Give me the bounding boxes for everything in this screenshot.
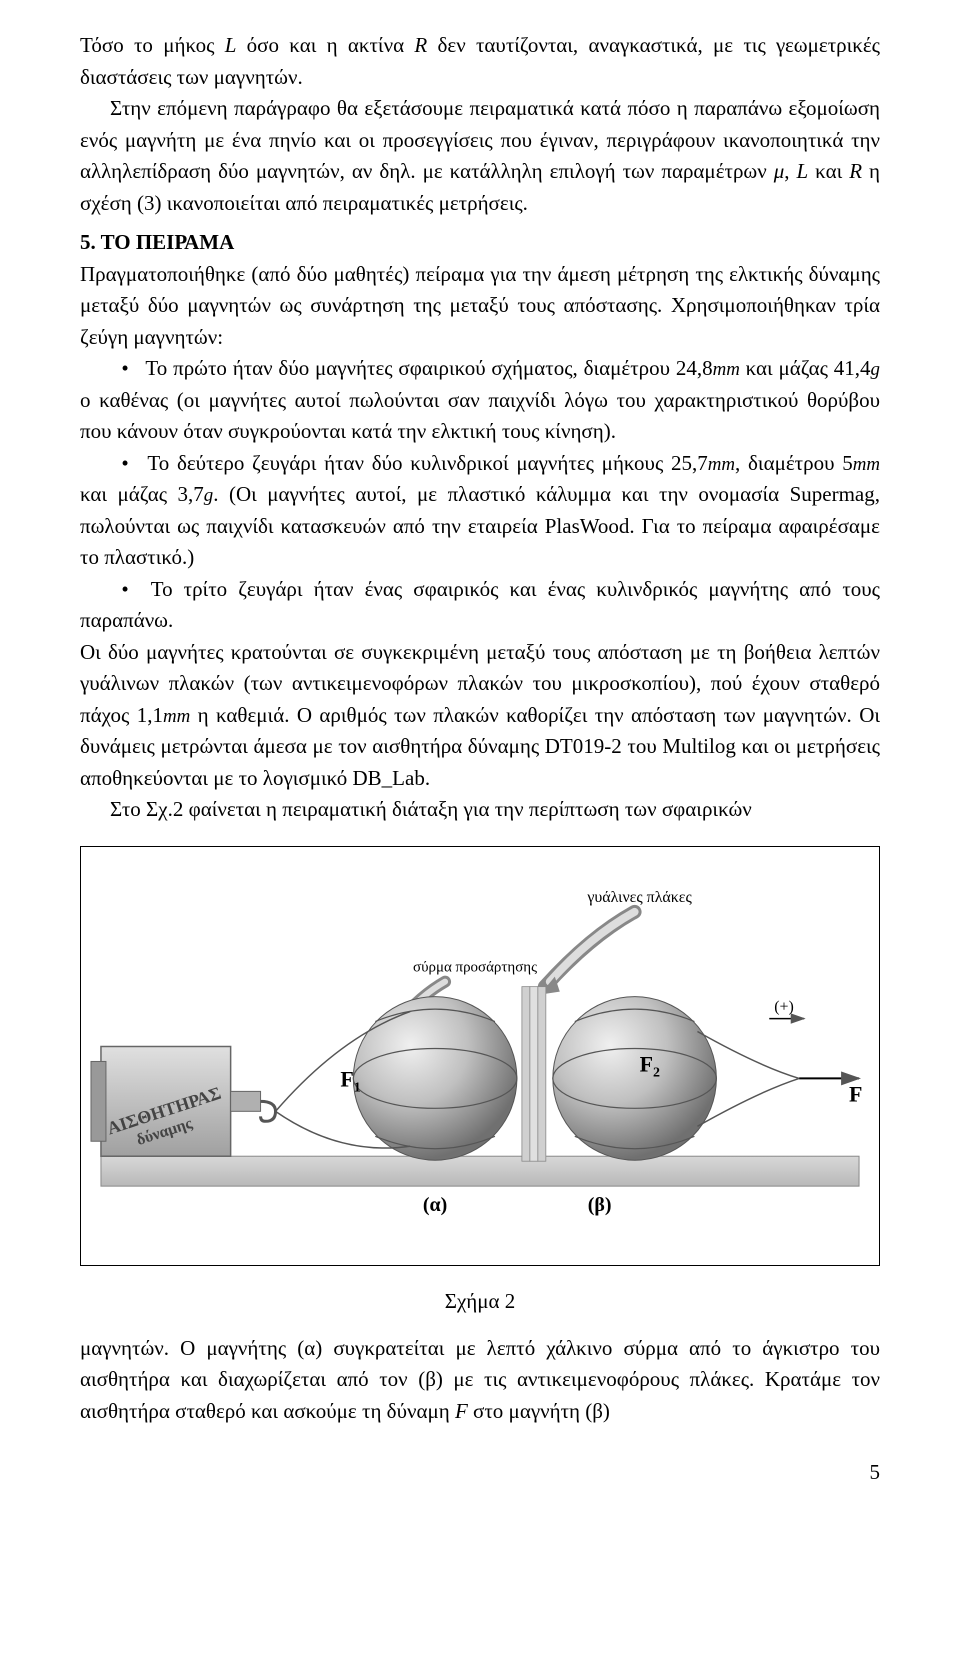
text: και μάζας — [740, 356, 834, 380]
text: , διαμέτρου — [735, 451, 842, 475]
unit: mm — [853, 454, 880, 475]
paragraph-2: Στην επόμενη παράγραφο θα εξετάσουμε πει… — [80, 93, 880, 219]
var-F: F — [455, 1399, 468, 1423]
unit: mm — [163, 706, 190, 727]
var-L: L — [225, 33, 237, 57]
plus-label: (+) — [774, 998, 794, 1015]
value: 3,7 — [178, 482, 204, 506]
var-R: R — [414, 33, 427, 57]
unit: g — [204, 485, 213, 506]
text: όσο και η ακτίνα — [236, 33, 414, 57]
value: 41,4 — [834, 356, 871, 380]
list-item: Το πρώτο ήταν δύο μαγνήτες σφαιρικού σχή… — [80, 353, 880, 448]
text: Το τρίτο ζευγάρι ήταν ένας σφαιρικός και… — [80, 577, 880, 633]
glass-label: γυάλινες πλάκες — [586, 888, 692, 905]
bullet-list: Το πρώτο ήταν δύο μαγνήτες σφαιρικού σχή… — [80, 353, 880, 637]
value: 1,1 — [137, 703, 163, 727]
text: στο μαγνήτη (β) — [468, 1399, 610, 1423]
paragraph-4: Οι δύο μαγνήτες κρατούνται σε συγκεκριμέ… — [80, 637, 880, 795]
paragraph-5: Στο Σχ.2 φαίνεται η πειραματική διάταξη … — [80, 794, 880, 826]
figure-diagram: ΑΙΣΘΗΤΗΡΑΣ δύναμης γυάλινες πλάκες σύρμα… — [81, 847, 879, 1266]
list-item: Το τρίτο ζευγάρι ήταν ένας σφαιρικός και… — [80, 574, 880, 637]
page-number: 5 — [80, 1457, 880, 1489]
text: Το πρώτο ήταν δύο μαγνήτες σφαιρικού σχή… — [145, 356, 675, 380]
paragraph-3: Πραγματοποιήθηκε (από δύο μαθητές) πείρα… — [80, 259, 880, 354]
text: Στην επόμενη παράγραφο θα εξετάσουμε πει… — [80, 96, 880, 183]
text: και μάζας — [80, 482, 178, 506]
wire-label-1: σύρμα προσάρτησης — [413, 959, 537, 975]
text: και — [808, 159, 849, 183]
unit: g — [871, 359, 880, 380]
figure-caption: Σχήμα 2 — [80, 1286, 880, 1318]
label-alpha: (α) — [423, 1194, 447, 1216]
paragraph-6: μαγνητών. Ο μαγνήτης (α) συγκρατείται με… — [80, 1333, 880, 1428]
label-beta: (β) — [588, 1194, 612, 1216]
value: 24,8 — [676, 356, 713, 380]
label-f: F — [849, 1081, 862, 1106]
figure-container: ΑΙΣΘΗΤΗΡΑΣ δύναμης γυάλινες πλάκες σύρμα… — [80, 846, 880, 1267]
text: Το δεύτερο ζευγάρι ήταν δύο κυλινδρικοί … — [147, 451, 671, 475]
text: Τόσο το μήκος — [80, 33, 225, 57]
paragraph-1: Τόσο το μήκος L όσο και η ακτίνα R δεν τ… — [80, 30, 880, 93]
unit: mm — [708, 454, 735, 475]
text: η καθεμιά. Ο αριθμός των πλακών καθορίζε… — [80, 703, 880, 790]
var-mu: μ — [774, 159, 785, 183]
section-heading: 5. ΤΟ ΠΕΙΡΑΜΑ — [80, 227, 880, 259]
value: 5 — [842, 451, 853, 475]
text: ο καθένας (οι μαγνήτες αυτοί πωλούνται σ… — [80, 388, 880, 444]
var-R: R — [849, 159, 862, 183]
value: 25,7 — [671, 451, 708, 475]
text: , — [784, 159, 796, 183]
list-item: Το δεύτερο ζευγάρι ήταν δύο κυλινδρικοί … — [80, 448, 880, 574]
unit: mm — [713, 359, 740, 380]
var-L: L — [797, 159, 809, 183]
